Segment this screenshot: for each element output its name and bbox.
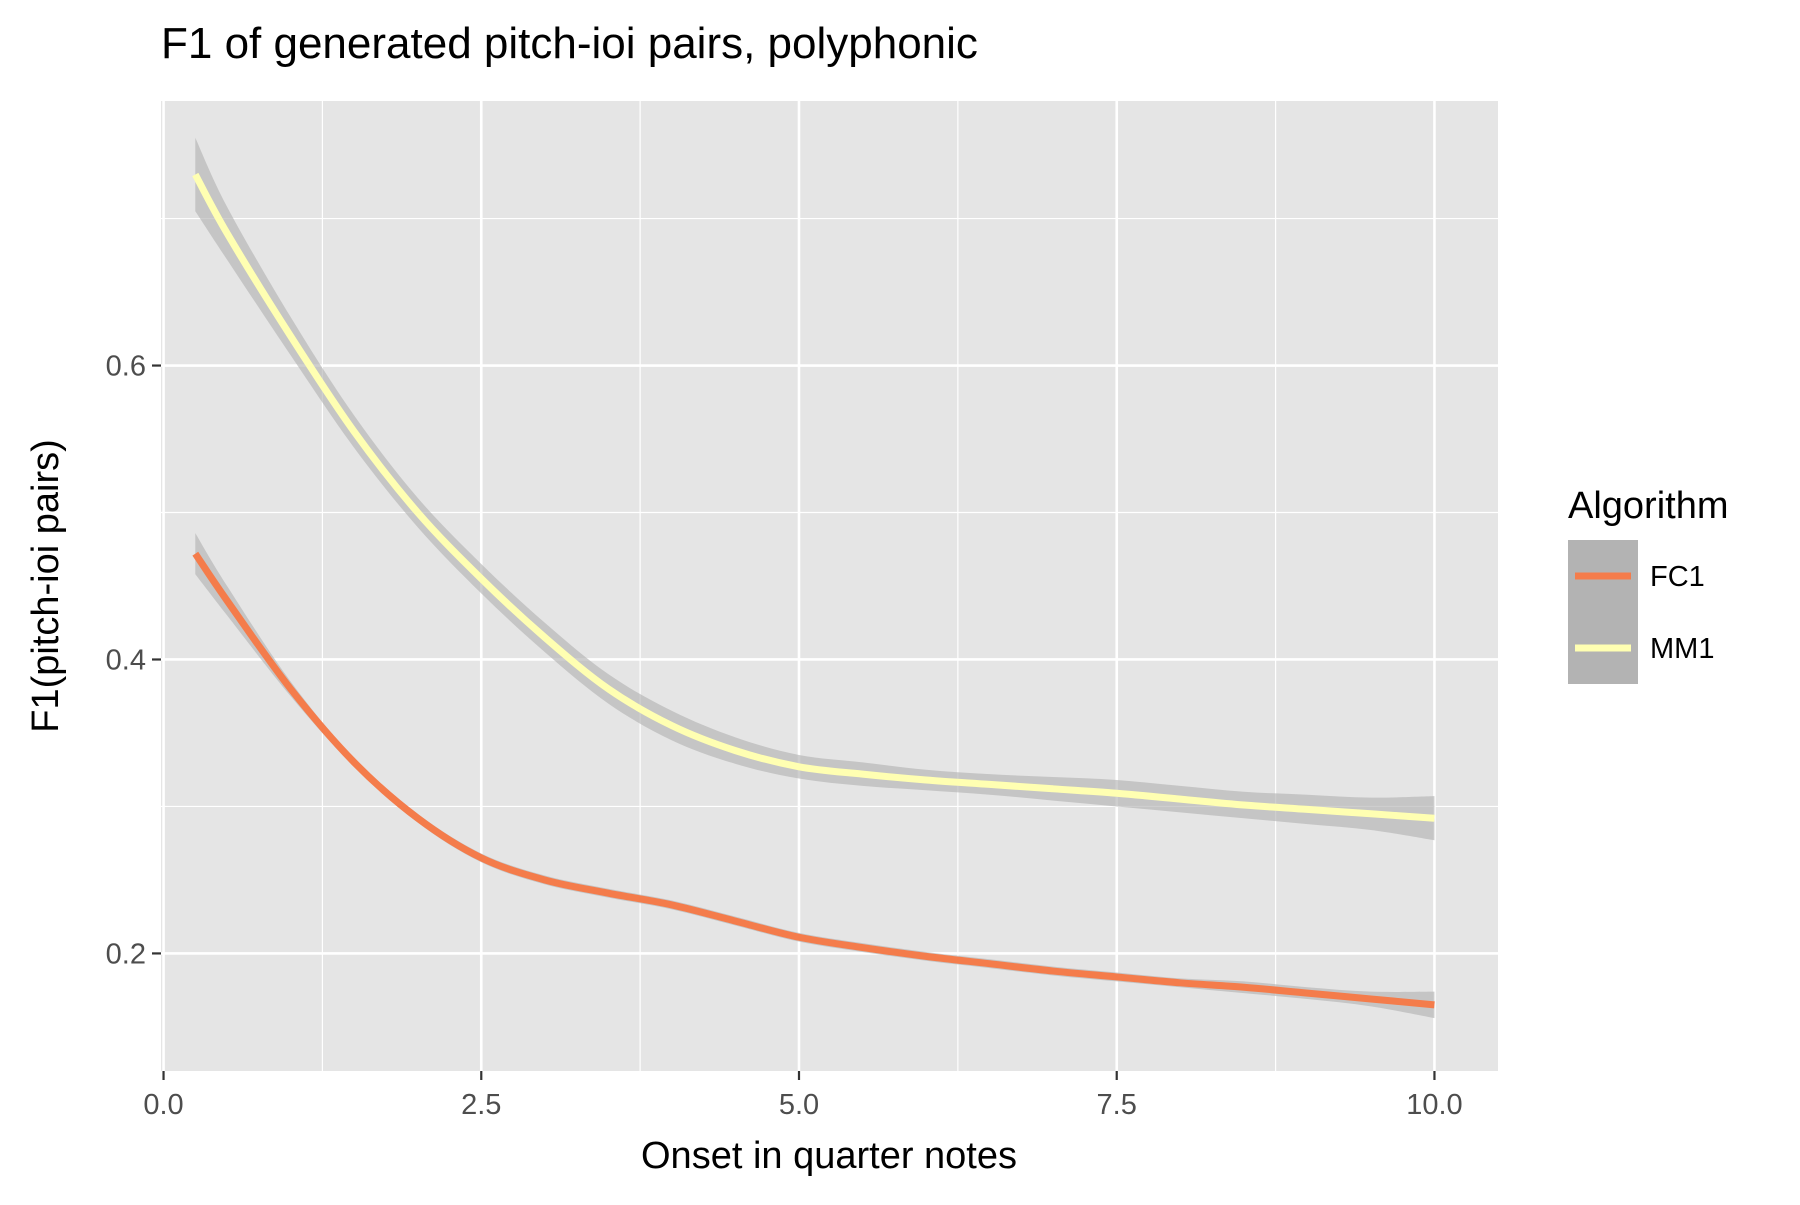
legend-label-mm1: MM1 bbox=[1650, 633, 1714, 665]
x-axis-title: Onset in quarter notes bbox=[641, 1135, 1017, 1177]
x-tick-label: 5.0 bbox=[779, 1089, 819, 1121]
y-axis-title: F1(pitch-ioi pairs) bbox=[25, 439, 67, 733]
legend-label-fc1: FC1 bbox=[1650, 561, 1705, 593]
y-tick-label: 0.6 bbox=[106, 351, 146, 383]
legend-title: Algorithm bbox=[1568, 485, 1729, 527]
x-tick-label: 0.0 bbox=[143, 1089, 183, 1121]
x-tick-label: 2.5 bbox=[461, 1089, 501, 1121]
legend: Algorithm FC1 MM1 bbox=[1568, 485, 1729, 684]
series-line-fc1 bbox=[192, 551, 1435, 1009]
major-gridlines bbox=[161, 101, 1498, 1071]
chart-title: F1 of generated pitch-ioi pairs, polypho… bbox=[161, 19, 978, 68]
y-tick-label: 0.4 bbox=[106, 644, 146, 676]
x-tick-label: 7.5 bbox=[1097, 1089, 1137, 1121]
y-tick-label: 0.2 bbox=[106, 938, 146, 970]
plot-panel bbox=[161, 101, 1498, 1071]
series-line-mm1 bbox=[192, 172, 1435, 822]
x-tick-label: 10.0 bbox=[1406, 1089, 1462, 1121]
series-lines bbox=[192, 172, 1435, 1009]
legend-keys: FC1 MM1 bbox=[1568, 540, 1714, 684]
axes: 0.0 2.5 5.0 7.5 10.0 0.2 0.4 0.6 bbox=[106, 351, 1463, 1121]
minor-gridlines bbox=[161, 101, 1498, 1071]
